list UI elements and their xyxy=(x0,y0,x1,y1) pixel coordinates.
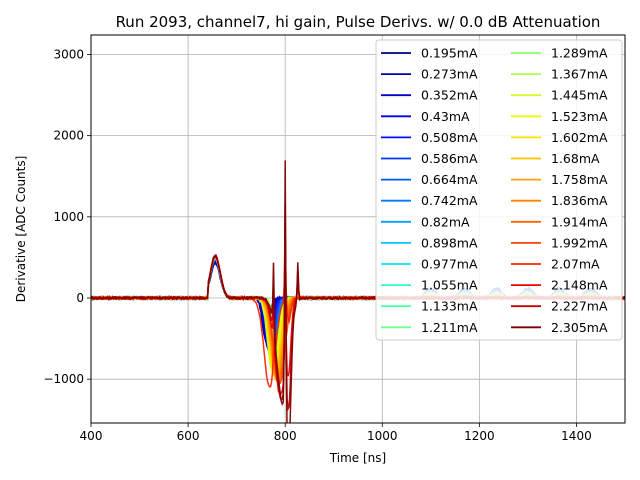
legend-box xyxy=(375,39,623,341)
plot-frame xyxy=(90,34,626,424)
axis-ticks: 400 600 800 1000 1200 1400 −1000 0 1000 2000 3000 xyxy=(43,47,591,443)
legend-entry-label: 0.742mA xyxy=(421,193,478,208)
legend-entry-label: 0.273mA xyxy=(421,67,478,82)
legend-entry-label: 0.82mA xyxy=(421,214,470,229)
legend-entry-label: 2.148mA xyxy=(551,278,608,293)
legend-entry-label: 0.43mA xyxy=(421,109,470,124)
legend: 0.195mA 0.273mA 0.352mA 0.43mA 0.508mA 0.586m… xyxy=(375,39,623,341)
legend-entry-label: 2.305mA xyxy=(551,320,608,335)
y-tick-label: 0 xyxy=(76,291,84,305)
legend-entry-label: 1.367mA xyxy=(551,67,608,82)
x-tick-label: 1000 xyxy=(367,429,398,443)
y-axis-label: Derivative [ADC Counts] xyxy=(14,156,28,303)
legend-entry-label: 1.133mA xyxy=(421,299,478,314)
legend-entry-label: 2.07mA xyxy=(551,257,600,272)
x-tick-label: 1400 xyxy=(561,429,592,443)
y-tick-label: 1000 xyxy=(53,210,84,224)
legend-entry-label: 0.977mA xyxy=(421,257,478,272)
chart-title: Run 2093, channel7, hi gain, Pulse Deriv… xyxy=(116,13,601,31)
legend-entry-label: 1.602mA xyxy=(551,130,608,145)
legend-entry-label: 0.195mA xyxy=(421,46,478,61)
legend-entry-label: 1.68mA xyxy=(551,151,600,166)
x-tick-label: 400 xyxy=(80,429,103,443)
legend-entry-label: 1.523mA xyxy=(551,109,608,124)
legend-entry-label: 1.992mA xyxy=(551,235,608,250)
legend-entry-label: 1.758mA xyxy=(551,172,608,187)
y-tick-label: 3000 xyxy=(53,47,84,61)
legend-entry-label: 0.586mA xyxy=(421,151,478,166)
legend-entry-label: 0.664mA xyxy=(421,172,478,187)
legend-entry-label: 0.352mA xyxy=(421,88,478,103)
legend-entry-label: 1.289mA xyxy=(551,46,608,61)
legend-entry-label: 1.211mA xyxy=(421,320,478,335)
legend-entry-label: 1.914mA xyxy=(551,214,608,229)
legend-entry-label: 0.898mA xyxy=(421,235,478,250)
legend-entry-label: 0.508mA xyxy=(421,130,478,145)
x-tick-label: 1200 xyxy=(464,429,495,443)
x-axis-label: Time [ns] xyxy=(329,451,386,465)
legend-entry-label: 1.055mA xyxy=(421,278,478,293)
x-tick-label: 800 xyxy=(274,429,297,443)
legend-entry-label: 1.445mA xyxy=(551,88,608,103)
y-tick-label: 2000 xyxy=(53,129,84,143)
legend-entry-label: 1.836mA xyxy=(551,193,608,208)
x-tick-label: 600 xyxy=(177,429,200,443)
y-tick-label: −1000 xyxy=(43,372,84,386)
legend-entry-label: 2.227mA xyxy=(551,299,608,314)
